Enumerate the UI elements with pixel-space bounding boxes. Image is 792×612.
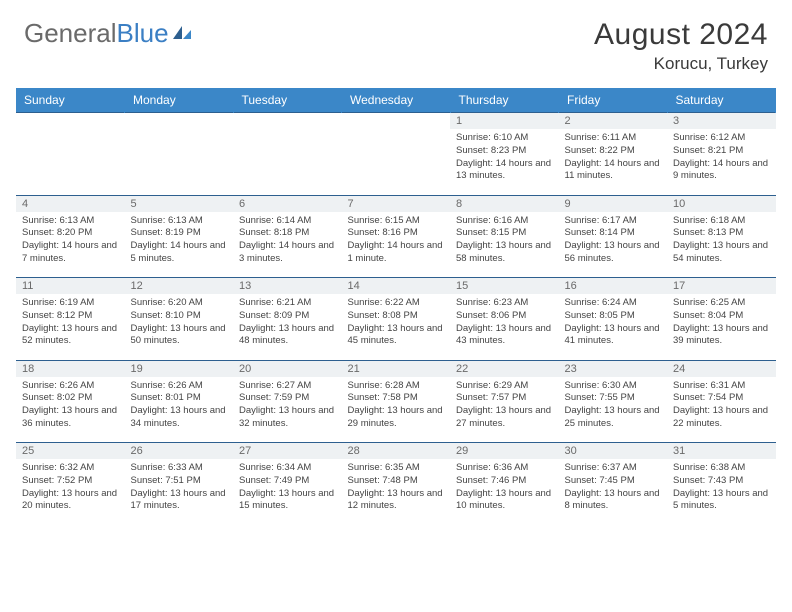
day-detail-cell: Sunrise: 6:11 AMSunset: 8:22 PMDaylight:… [559, 129, 668, 195]
day-detail-cell: Sunrise: 6:35 AMSunset: 7:48 PMDaylight:… [342, 459, 451, 525]
weekday-header-cell: Sunday [16, 88, 125, 113]
day-detail-cell [342, 129, 451, 195]
day-number-cell: 16 [559, 278, 668, 295]
month-title: August 2024 [594, 18, 768, 52]
day-number-cell: 18 [16, 360, 125, 377]
day-detail-cell: Sunrise: 6:23 AMSunset: 8:06 PMDaylight:… [450, 294, 559, 360]
header: GeneralBlue August 2024 Korucu, Turkey [0, 0, 792, 80]
day-number-cell: 22 [450, 360, 559, 377]
day-number-cell [342, 113, 451, 130]
day-detail-cell [16, 129, 125, 195]
calendar-table: SundayMondayTuesdayWednesdayThursdayFrid… [16, 88, 776, 525]
day-detail-cell: Sunrise: 6:16 AMSunset: 8:15 PMDaylight:… [450, 212, 559, 278]
weekday-header-cell: Saturday [667, 88, 776, 113]
day-number-cell: 8 [450, 195, 559, 212]
weekday-header-cell: Thursday [450, 88, 559, 113]
day-number-cell: 15 [450, 278, 559, 295]
day-number-cell [16, 113, 125, 130]
day-detail-cell: Sunrise: 6:26 AMSunset: 8:02 PMDaylight:… [16, 377, 125, 443]
day-detail-cell: Sunrise: 6:13 AMSunset: 8:20 PMDaylight:… [16, 212, 125, 278]
logo: GeneralBlue [24, 18, 193, 49]
day-detail-cell: Sunrise: 6:22 AMSunset: 8:08 PMDaylight:… [342, 294, 451, 360]
day-detail-cell: Sunrise: 6:14 AMSunset: 8:18 PMDaylight:… [233, 212, 342, 278]
day-number-cell: 21 [342, 360, 451, 377]
logo-text-general: General [24, 18, 117, 49]
weekday-header-cell: Wednesday [342, 88, 451, 113]
day-number-cell: 13 [233, 278, 342, 295]
day-detail-row: Sunrise: 6:13 AMSunset: 8:20 PMDaylight:… [16, 212, 776, 278]
day-detail-cell: Sunrise: 6:29 AMSunset: 7:57 PMDaylight:… [450, 377, 559, 443]
day-number-cell [125, 113, 234, 130]
day-number-row: 18192021222324 [16, 360, 776, 377]
day-number-cell: 10 [667, 195, 776, 212]
day-detail-row: Sunrise: 6:10 AMSunset: 8:23 PMDaylight:… [16, 129, 776, 195]
day-number-row: 11121314151617 [16, 278, 776, 295]
day-detail-cell: Sunrise: 6:25 AMSunset: 8:04 PMDaylight:… [667, 294, 776, 360]
day-detail-cell: Sunrise: 6:27 AMSunset: 7:59 PMDaylight:… [233, 377, 342, 443]
day-detail-cell [233, 129, 342, 195]
day-number-cell [233, 113, 342, 130]
day-number-cell: 26 [125, 443, 234, 460]
day-number-cell: 28 [342, 443, 451, 460]
day-number-cell: 1 [450, 113, 559, 130]
weekday-header-cell: Friday [559, 88, 668, 113]
day-number-cell: 29 [450, 443, 559, 460]
day-number-cell: 27 [233, 443, 342, 460]
day-detail-cell: Sunrise: 6:30 AMSunset: 7:55 PMDaylight:… [559, 377, 668, 443]
day-number-cell: 2 [559, 113, 668, 130]
day-number-cell: 12 [125, 278, 234, 295]
calendar-body: 123 Sunrise: 6:10 AMSunset: 8:23 PMDayli… [16, 113, 776, 526]
day-detail-cell: Sunrise: 6:37 AMSunset: 7:45 PMDaylight:… [559, 459, 668, 525]
day-number-cell: 11 [16, 278, 125, 295]
day-number-cell: 9 [559, 195, 668, 212]
day-detail-row: Sunrise: 6:26 AMSunset: 8:02 PMDaylight:… [16, 377, 776, 443]
day-detail-cell: Sunrise: 6:31 AMSunset: 7:54 PMDaylight:… [667, 377, 776, 443]
day-number-cell: 20 [233, 360, 342, 377]
day-detail-cell: Sunrise: 6:19 AMSunset: 8:12 PMDaylight:… [16, 294, 125, 360]
day-number-cell: 5 [125, 195, 234, 212]
day-number-cell: 19 [125, 360, 234, 377]
weekday-header-cell: Monday [125, 88, 234, 113]
day-detail-cell: Sunrise: 6:20 AMSunset: 8:10 PMDaylight:… [125, 294, 234, 360]
title-block: August 2024 Korucu, Turkey [594, 18, 768, 74]
day-number-cell: 31 [667, 443, 776, 460]
day-detail-cell: Sunrise: 6:24 AMSunset: 8:05 PMDaylight:… [559, 294, 668, 360]
day-detail-cell: Sunrise: 6:17 AMSunset: 8:14 PMDaylight:… [559, 212, 668, 278]
weekday-header-row: SundayMondayTuesdayWednesdayThursdayFrid… [16, 88, 776, 113]
day-number-cell: 24 [667, 360, 776, 377]
day-detail-cell: Sunrise: 6:10 AMSunset: 8:23 PMDaylight:… [450, 129, 559, 195]
day-detail-cell [125, 129, 234, 195]
day-number-cell: 30 [559, 443, 668, 460]
day-number-cell: 17 [667, 278, 776, 295]
day-number-cell: 3 [667, 113, 776, 130]
day-number-cell: 7 [342, 195, 451, 212]
day-number-cell: 23 [559, 360, 668, 377]
day-detail-cell: Sunrise: 6:36 AMSunset: 7:46 PMDaylight:… [450, 459, 559, 525]
day-detail-cell: Sunrise: 6:38 AMSunset: 7:43 PMDaylight:… [667, 459, 776, 525]
day-detail-cell: Sunrise: 6:18 AMSunset: 8:13 PMDaylight:… [667, 212, 776, 278]
day-number-cell: 4 [16, 195, 125, 212]
day-detail-row: Sunrise: 6:19 AMSunset: 8:12 PMDaylight:… [16, 294, 776, 360]
day-detail-cell: Sunrise: 6:26 AMSunset: 8:01 PMDaylight:… [125, 377, 234, 443]
day-detail-row: Sunrise: 6:32 AMSunset: 7:52 PMDaylight:… [16, 459, 776, 525]
day-number-row: 45678910 [16, 195, 776, 212]
day-number-cell: 14 [342, 278, 451, 295]
day-detail-cell: Sunrise: 6:15 AMSunset: 8:16 PMDaylight:… [342, 212, 451, 278]
day-detail-cell: Sunrise: 6:21 AMSunset: 8:09 PMDaylight:… [233, 294, 342, 360]
day-detail-cell: Sunrise: 6:32 AMSunset: 7:52 PMDaylight:… [16, 459, 125, 525]
logo-sail-icon [171, 18, 193, 49]
weekday-header-cell: Tuesday [233, 88, 342, 113]
day-detail-cell: Sunrise: 6:12 AMSunset: 8:21 PMDaylight:… [667, 129, 776, 195]
day-detail-cell: Sunrise: 6:34 AMSunset: 7:49 PMDaylight:… [233, 459, 342, 525]
day-detail-cell: Sunrise: 6:13 AMSunset: 8:19 PMDaylight:… [125, 212, 234, 278]
logo-text-blue: Blue [117, 18, 169, 49]
day-number-cell: 25 [16, 443, 125, 460]
day-detail-cell: Sunrise: 6:28 AMSunset: 7:58 PMDaylight:… [342, 377, 451, 443]
day-detail-cell: Sunrise: 6:33 AMSunset: 7:51 PMDaylight:… [125, 459, 234, 525]
day-number-row: 123 [16, 113, 776, 130]
day-number-cell: 6 [233, 195, 342, 212]
day-number-row: 25262728293031 [16, 443, 776, 460]
location: Korucu, Turkey [594, 54, 768, 74]
